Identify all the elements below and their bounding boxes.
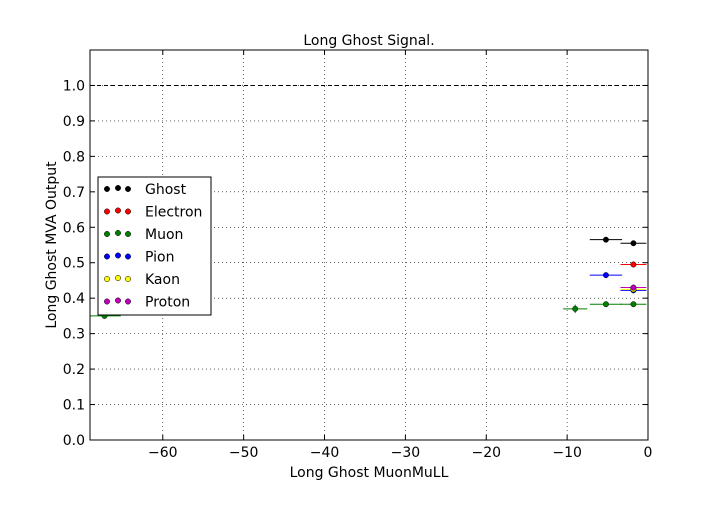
series-proton	[620, 284, 647, 291]
legend-label: Ghost	[145, 182, 187, 198]
legend-marker	[115, 297, 121, 304]
plot-area-frame	[89, 49, 649, 441]
x-tick-label: −50	[229, 445, 259, 461]
legend-marker	[115, 230, 121, 236]
data-point	[602, 301, 609, 308]
x-tick-label: −10	[552, 445, 582, 461]
data-point	[630, 301, 637, 308]
legend-marker	[125, 298, 131, 305]
axis-ticks: −60 −50 −40 −30 −20 −10 0 0.0 0.1 0.2 0.3 0.4 0.5 0.6…	[63, 50, 653, 461]
series-electron	[620, 261, 647, 268]
chart-title: Long Ghost Signal.	[303, 33, 434, 49]
data-point	[602, 272, 609, 279]
legend-label: Proton	[145, 295, 190, 311]
data-point	[630, 284, 637, 291]
legend-marker	[125, 253, 131, 260]
legend-entry-muon: Muon	[104, 227, 183, 243]
x-tick-label: −60	[148, 445, 178, 461]
legend-label: Pion	[145, 250, 174, 266]
legend-marker	[104, 208, 110, 215]
legend-marker	[104, 253, 110, 260]
legend-marker	[115, 275, 121, 281]
legend-entry-proton: Proton	[104, 295, 190, 311]
legend-label: Kaon	[145, 272, 180, 288]
series-ghost	[589, 236, 647, 247]
legend-entry-pion: Pion	[104, 250, 174, 266]
y-tick-label: 0.9	[63, 114, 85, 130]
legend-marker	[104, 231, 110, 237]
y-axis-label: Long Ghost MVA Output	[44, 161, 60, 329]
y-tick-label: 1.0	[63, 78, 85, 94]
y-tick-label: 0.1	[63, 398, 85, 414]
y-tick-label: 0.8	[63, 149, 85, 165]
x-tick-label: −30	[391, 445, 421, 461]
x-tick-label: 0	[644, 445, 653, 461]
legend-marker	[104, 186, 110, 192]
y-tick-label: 0.2	[63, 362, 85, 378]
x-tick-label: −40	[310, 445, 340, 461]
y-tick-label: 0.7	[63, 185, 85, 201]
legend-marker	[125, 208, 131, 215]
x-axis-label: Long Ghost MuonMuLL	[290, 465, 449, 481]
legend-marker	[125, 186, 131, 192]
data-point	[630, 240, 637, 247]
legend-marker	[115, 252, 121, 259]
y-tick-label: 0.4	[63, 291, 85, 307]
legend: Ghost Electron Muon Pion Kaon Proton	[97, 176, 212, 316]
legend-label: Electron	[145, 205, 202, 221]
y-tick-label: 0.6	[63, 220, 85, 236]
data-point	[630, 261, 637, 268]
legend-label: Muon	[145, 227, 183, 243]
legend-box	[97, 176, 212, 316]
legend-marker	[125, 276, 131, 282]
legend-marker	[104, 298, 110, 305]
series-pion	[589, 272, 647, 294]
legend-entry-electron: Electron	[104, 205, 202, 221]
legend-entry-kaon: Kaon	[104, 272, 180, 288]
y-tick-label: 0.0	[63, 433, 85, 449]
x-tick-label: −20	[471, 445, 501, 461]
data-point	[602, 236, 609, 243]
data-point	[572, 305, 579, 312]
y-tick-label: 0.3	[63, 327, 85, 343]
legend-marker	[125, 231, 131, 237]
y-tick-label: 0.5	[63, 256, 85, 272]
legend-marker	[115, 185, 121, 191]
legend-marker	[104, 276, 110, 282]
legend-entry-ghost: Ghost	[104, 182, 187, 198]
data-layer	[90, 236, 647, 319]
legend-marker	[115, 207, 121, 214]
